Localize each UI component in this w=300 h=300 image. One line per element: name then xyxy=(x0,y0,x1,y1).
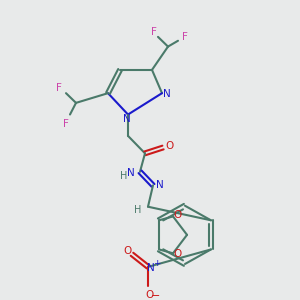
Text: H: H xyxy=(134,205,142,214)
Text: F: F xyxy=(56,83,62,93)
Text: F: F xyxy=(182,32,188,42)
Text: O: O xyxy=(145,290,153,300)
Text: N: N xyxy=(147,263,155,273)
Text: N: N xyxy=(156,180,164,190)
Text: +: + xyxy=(153,260,161,268)
Text: O: O xyxy=(165,141,173,151)
Text: N: N xyxy=(127,168,135,178)
Text: O: O xyxy=(173,249,181,259)
Text: F: F xyxy=(151,27,157,37)
Text: O: O xyxy=(173,211,181,220)
Text: −: − xyxy=(151,291,161,300)
Text: H: H xyxy=(120,171,128,181)
Text: O: O xyxy=(123,246,131,256)
Text: N: N xyxy=(123,114,131,124)
Text: N: N xyxy=(163,89,171,99)
Text: F: F xyxy=(63,119,69,129)
